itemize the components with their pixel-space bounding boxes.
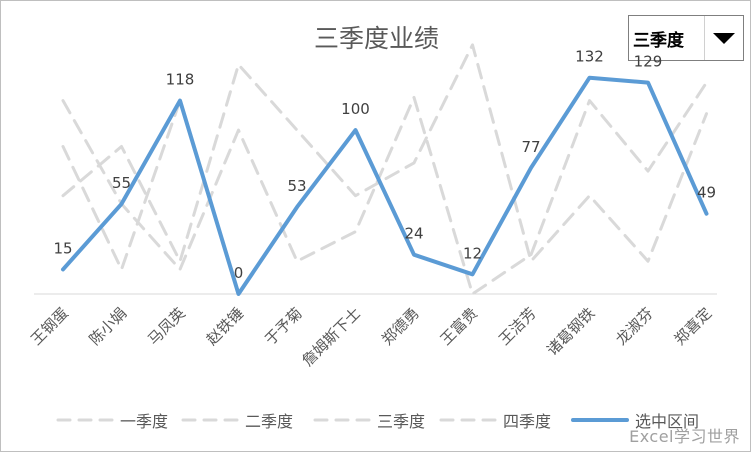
data-label: 12 <box>463 244 482 262</box>
legend-swatch <box>571 418 629 422</box>
data-label: 53 <box>287 177 306 195</box>
series-line-q2 <box>61 81 708 296</box>
chart-title: 三季度业绩 <box>313 24 439 53</box>
x-tick-label: 诸葛钢铁 <box>543 304 598 359</box>
data-label: 129 <box>634 53 663 71</box>
data-label: 0 <box>234 264 244 282</box>
chevron-down-icon <box>713 32 735 44</box>
x-tick-label: 陈小娟 <box>86 304 131 349</box>
legend-swatch <box>439 418 497 422</box>
legend-item: 选中区间 <box>571 405 699 435</box>
legend-label: 二季度 <box>245 412 294 431</box>
legend: 一季度 二季度 三季度 四季度 选中区间 <box>1 405 751 435</box>
legend-item: 四季度 <box>439 405 551 435</box>
data-label: 100 <box>341 100 370 118</box>
x-tick-label: 马凤英 <box>144 304 189 349</box>
legend-item: 二季度 <box>181 405 293 435</box>
x-tick-label: 龙淑芬 <box>612 304 657 349</box>
x-tick-label: 王洁芳 <box>495 304 540 349</box>
legend-label: 三季度 <box>377 412 426 431</box>
dropdown-button[interactable] <box>704 16 743 60</box>
x-tick-label: 詹姆斯下士 <box>299 304 365 370</box>
data-label: 24 <box>404 225 423 243</box>
data-label: 49 <box>697 184 716 202</box>
series-line-q4 <box>61 43 708 263</box>
x-tick-label: 于予菊 <box>261 304 306 349</box>
legend-swatch <box>313 418 371 422</box>
x-tick-label: 王钢蛋 <box>27 304 72 349</box>
series-line-q3 <box>61 76 708 296</box>
data-label: 55 <box>112 174 131 192</box>
data-label: 77 <box>521 138 540 156</box>
series-line-selected <box>61 75 709 296</box>
data-label: 118 <box>166 71 195 89</box>
legend-label: 选中区间 <box>635 412 700 431</box>
legend-item: 一季度 <box>56 405 168 435</box>
legend-swatch <box>56 418 114 422</box>
watermark: Excel学习世界 <box>629 427 740 446</box>
quarter-dropdown-value: 三季度 <box>633 30 684 51</box>
legend-label: 四季度 <box>503 412 552 431</box>
data-label: 132 <box>575 48 604 66</box>
quarter-dropdown[interactable]: 三季度 <box>628 15 744 61</box>
x-tick-label: 郑德勇 <box>378 304 423 349</box>
legend-label: 一季度 <box>120 412 169 431</box>
plot-area: 15 55 118 0 53 100 24 12 77 132 129 49 王钢蛋 陈小娟 马凤英 赵铁锤于… <box>27 43 717 370</box>
data-label: 15 <box>53 239 72 257</box>
x-tick-label: 王富贵 <box>437 304 482 349</box>
x-tick-label: 赵铁锤 <box>203 304 248 349</box>
legend-swatch <box>181 418 239 422</box>
x-tick-label: 郑喜定 <box>671 304 716 349</box>
legend-item: 三季度 <box>313 405 425 435</box>
series-line-q1 <box>61 76 708 296</box>
